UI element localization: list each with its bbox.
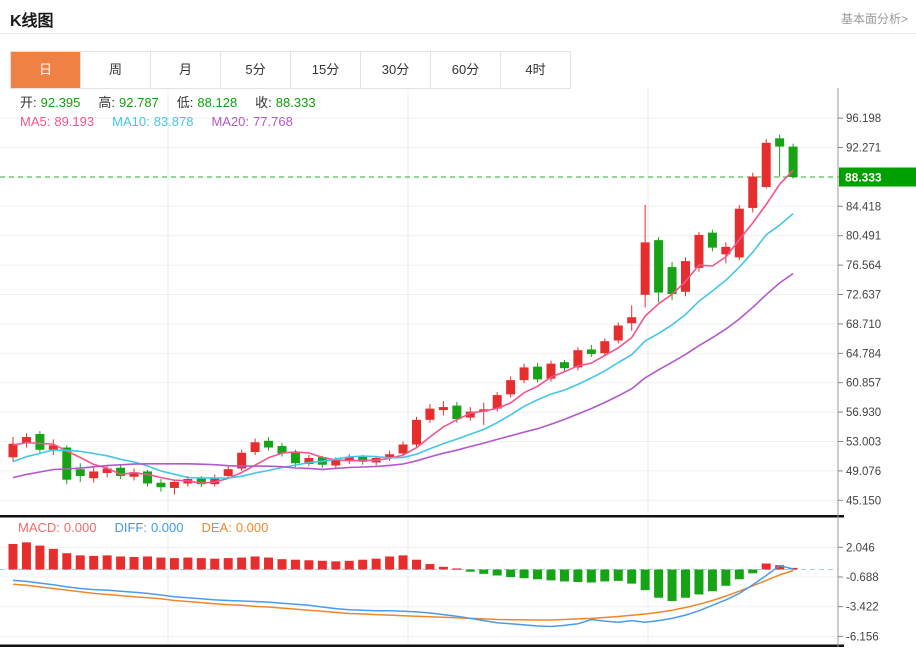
tab-m5[interactable]: 5分 — [221, 52, 291, 88]
svg-text:-3.422: -3.422 — [846, 602, 879, 614]
svg-text:72.637: 72.637 — [846, 290, 881, 302]
dea-line — [12, 569, 794, 621]
price-axis: 96.198 92.271 84.418 80.491 76.564 72.637 68.7… — [837, 88, 882, 647]
chart-area: 96.198 92.271 84.418 80.491 76.564 72.637 68.7… — [0, 88, 916, 648]
ma10-line — [12, 212, 794, 479]
svg-text:49.076: 49.076 — [846, 466, 881, 478]
macd-histogram — [8, 542, 798, 602]
diff-line — [12, 564, 794, 628]
page-title: K线图 — [10, 13, 54, 30]
svg-text:80.491: 80.491 — [846, 231, 881, 243]
page-header: K线图 基本面分析> — [0, 0, 916, 34]
tab-m15[interactable]: 15分 — [291, 52, 361, 88]
ma5-line — [12, 169, 794, 485]
svg-text:60.857: 60.857 — [846, 378, 881, 390]
tab-day[interactable]: 日 — [11, 52, 81, 88]
bottom-border — [0, 644, 844, 647]
svg-text:-6.156: -6.156 — [846, 631, 879, 643]
ma20-line — [12, 272, 794, 479]
svg-text:64.784: 64.784 — [846, 348, 882, 360]
panel-separator — [0, 515, 844, 518]
svg-text:88.333: 88.333 — [845, 171, 882, 185]
svg-text:76.564: 76.564 — [846, 260, 882, 272]
current-price-badge: 88.333 — [839, 167, 916, 187]
svg-text:53.003: 53.003 — [846, 437, 881, 449]
tab-month[interactable]: 月 — [151, 52, 221, 88]
svg-text:68.710: 68.710 — [846, 319, 881, 331]
fundamental-analysis-link[interactable]: 基本面分析> — [840, 12, 908, 26]
candlesticks — [8, 134, 798, 495]
grid-lines — [0, 88, 838, 644]
svg-text:2.046: 2.046 — [846, 542, 875, 554]
tab-h4[interactable]: 4时 — [525, 62, 546, 77]
svg-text:45.150: 45.150 — [846, 495, 881, 507]
svg-text:56.930: 56.930 — [846, 407, 881, 419]
tab-week[interactable]: 周 — [81, 52, 151, 88]
svg-text:92.271: 92.271 — [846, 143, 881, 155]
tab-m30[interactable]: 30分 — [361, 52, 431, 88]
period-tabbar: 日周月 5分 15分 30分 60分 4时 — [10, 51, 571, 89]
svg-text:-0.688: -0.688 — [846, 572, 879, 584]
svg-text:84.418: 84.418 — [846, 201, 881, 213]
tab-m60[interactable]: 60分 — [431, 52, 501, 88]
kline-chart-canvas[interactable]: 96.198 92.271 84.418 80.491 76.564 72.637 68.7… — [0, 88, 916, 648]
svg-text:96.198: 96.198 — [846, 113, 881, 125]
